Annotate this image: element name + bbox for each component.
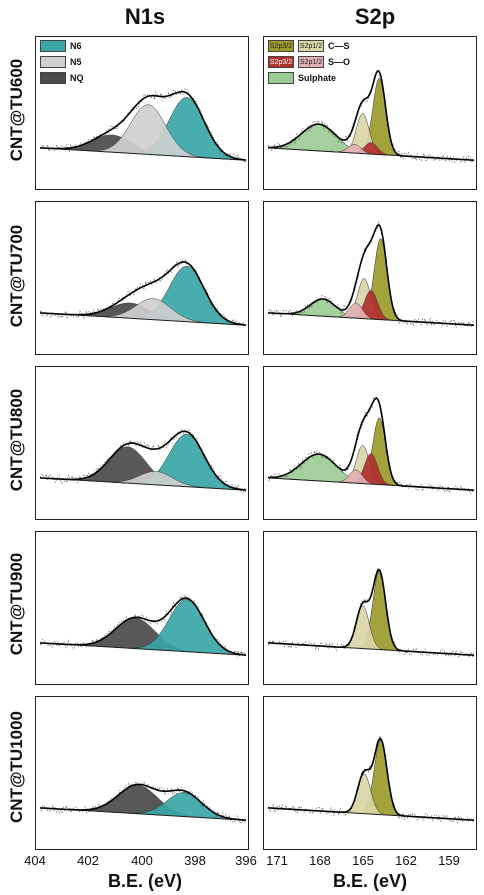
n1s-envelope-tu900 bbox=[39, 597, 247, 656]
n1s-panel-tu600 bbox=[35, 36, 249, 190]
n1s-raw-data-tu700 bbox=[39, 258, 247, 327]
row-label-tu600: CNT@TU600 bbox=[7, 58, 26, 162]
n1s-panel-tu1000 bbox=[35, 696, 249, 850]
row-label-tu700: CNT@TU700 bbox=[7, 224, 26, 328]
legend-swatch-so-12: S2p1/2 bbox=[298, 56, 324, 68]
legend-item-nq: NQ bbox=[40, 72, 84, 84]
n1s-raw-data-tu800 bbox=[39, 428, 247, 495]
s2p-plot-tu700 bbox=[267, 221, 475, 329]
s2p-x-ticks: 171 168 165 162 159 bbox=[263, 853, 477, 869]
s2p-tick-162: 162 bbox=[395, 853, 417, 868]
row-label-tu900: CNT@TU900 bbox=[7, 552, 26, 656]
legend-swatch-n5 bbox=[40, 56, 66, 68]
s2p-panel-tu700 bbox=[263, 201, 477, 355]
n1s-envelope-tu800 bbox=[39, 430, 247, 491]
s2p-envelope-tu600 bbox=[268, 70, 475, 161]
n1s-panel-tu700 bbox=[35, 201, 249, 355]
s2p-envelope-tu900 bbox=[267, 568, 475, 656]
legend-label-cs: C—S bbox=[328, 41, 350, 51]
s2p-plot-tu1000 bbox=[267, 735, 475, 824]
n1s-envelope-tu700 bbox=[39, 261, 247, 326]
n1s-plot-tu800 bbox=[39, 428, 247, 495]
s2p-column-title: S2p bbox=[354, 4, 396, 29]
n1s-raw-data-tu1000 bbox=[39, 780, 247, 824]
s2p-tick-168: 168 bbox=[309, 853, 331, 868]
n1s-plot-tu600 bbox=[39, 88, 247, 164]
legend-item-so: S2p3/2 S2p1/2 S—O bbox=[268, 56, 350, 68]
s2p-envelope-tu1000 bbox=[267, 737, 475, 821]
legend-swatch-cs-12: S2p1/2 bbox=[298, 40, 324, 52]
n1s-x-axis-title: B.E. (eV) bbox=[107, 871, 182, 891]
s2p-x-axis-title: B.E. (eV) bbox=[332, 871, 407, 891]
n1s-tick-398: 398 bbox=[184, 853, 206, 868]
s2p-peak-s-o-s2p3-2-tu700 bbox=[267, 290, 475, 326]
legend-label-so: S—O bbox=[328, 57, 351, 67]
s2p-panel-tu900 bbox=[263, 531, 477, 685]
s2p-panel-tu800 bbox=[263, 366, 477, 520]
s2p-tick-171: 171 bbox=[266, 853, 288, 868]
n1s-legend: N6 N5 NQ bbox=[40, 40, 120, 90]
n1s-plot-tu1000 bbox=[39, 780, 247, 824]
n1s-panel-tu900 bbox=[35, 531, 249, 685]
n1s-tick-404: 404 bbox=[24, 853, 46, 868]
s2p-panel-tu1000 bbox=[263, 696, 477, 850]
legend-label-n5: N5 bbox=[70, 57, 82, 67]
legend-swatch-so-32: S2p3/2 bbox=[268, 56, 294, 68]
legend-swatch-cs-32: S2p3/2 bbox=[268, 40, 294, 52]
s2p-tick-165: 165 bbox=[352, 853, 374, 868]
row-label-tu800: CNT@TU800 bbox=[7, 388, 26, 492]
legend-label-sulphate: Sulphate bbox=[298, 73, 337, 83]
s2p-peak-c-s-s2p1-2-tu1000 bbox=[267, 773, 475, 821]
legend-swatch-sulphate bbox=[268, 72, 294, 84]
n1s-column-title: N1s bbox=[124, 4, 166, 29]
s2p-legend: S2p3/2 S2p1/2 C—S S2p3/2 S2p1/2 S—O Sulp… bbox=[268, 40, 388, 92]
s2p-tick-159: 159 bbox=[438, 853, 460, 868]
legend-label-nq: NQ bbox=[70, 73, 84, 83]
s2p-plot-tu600 bbox=[267, 70, 475, 164]
s2p-raw-data-tu600 bbox=[268, 70, 475, 164]
legend-label-n6: N6 bbox=[70, 41, 82, 51]
n1s-baseline-tu600 bbox=[39, 147, 247, 161]
n1s-raw-data-tu900 bbox=[39, 594, 247, 658]
n1s-tick-402: 402 bbox=[77, 853, 99, 868]
s2p-plot-tu900 bbox=[267, 567, 475, 659]
s2p-envelope-tu700 bbox=[267, 223, 475, 326]
legend-item-n5: N5 bbox=[40, 56, 82, 68]
n1s-plot-tu700 bbox=[39, 258, 247, 327]
legend-item-cs: S2p3/2 S2p1/2 C—S bbox=[268, 40, 350, 52]
legend-item-n6: N6 bbox=[40, 40, 82, 52]
n1s-plot-tu900 bbox=[39, 594, 247, 658]
n1s-panel-tu800 bbox=[35, 366, 249, 520]
n1s-envelope-tu1000 bbox=[39, 783, 247, 821]
legend-swatch-n6 bbox=[40, 40, 66, 52]
n1s-tick-396: 396 bbox=[235, 853, 257, 868]
s2p-envelope-tu800 bbox=[268, 397, 475, 491]
legend-swatch-nq bbox=[40, 72, 66, 84]
legend-item-sulphate: Sulphate bbox=[268, 72, 336, 84]
row-label-tu1000: CNT@TU1000 bbox=[7, 711, 26, 823]
s2p-plot-tu800 bbox=[267, 395, 475, 495]
n1s-x-ticks: 404 402 400 398 396 bbox=[24, 853, 257, 869]
n1s-envelope-tu600 bbox=[40, 90, 247, 161]
n1s-tick-400: 400 bbox=[131, 853, 153, 868]
